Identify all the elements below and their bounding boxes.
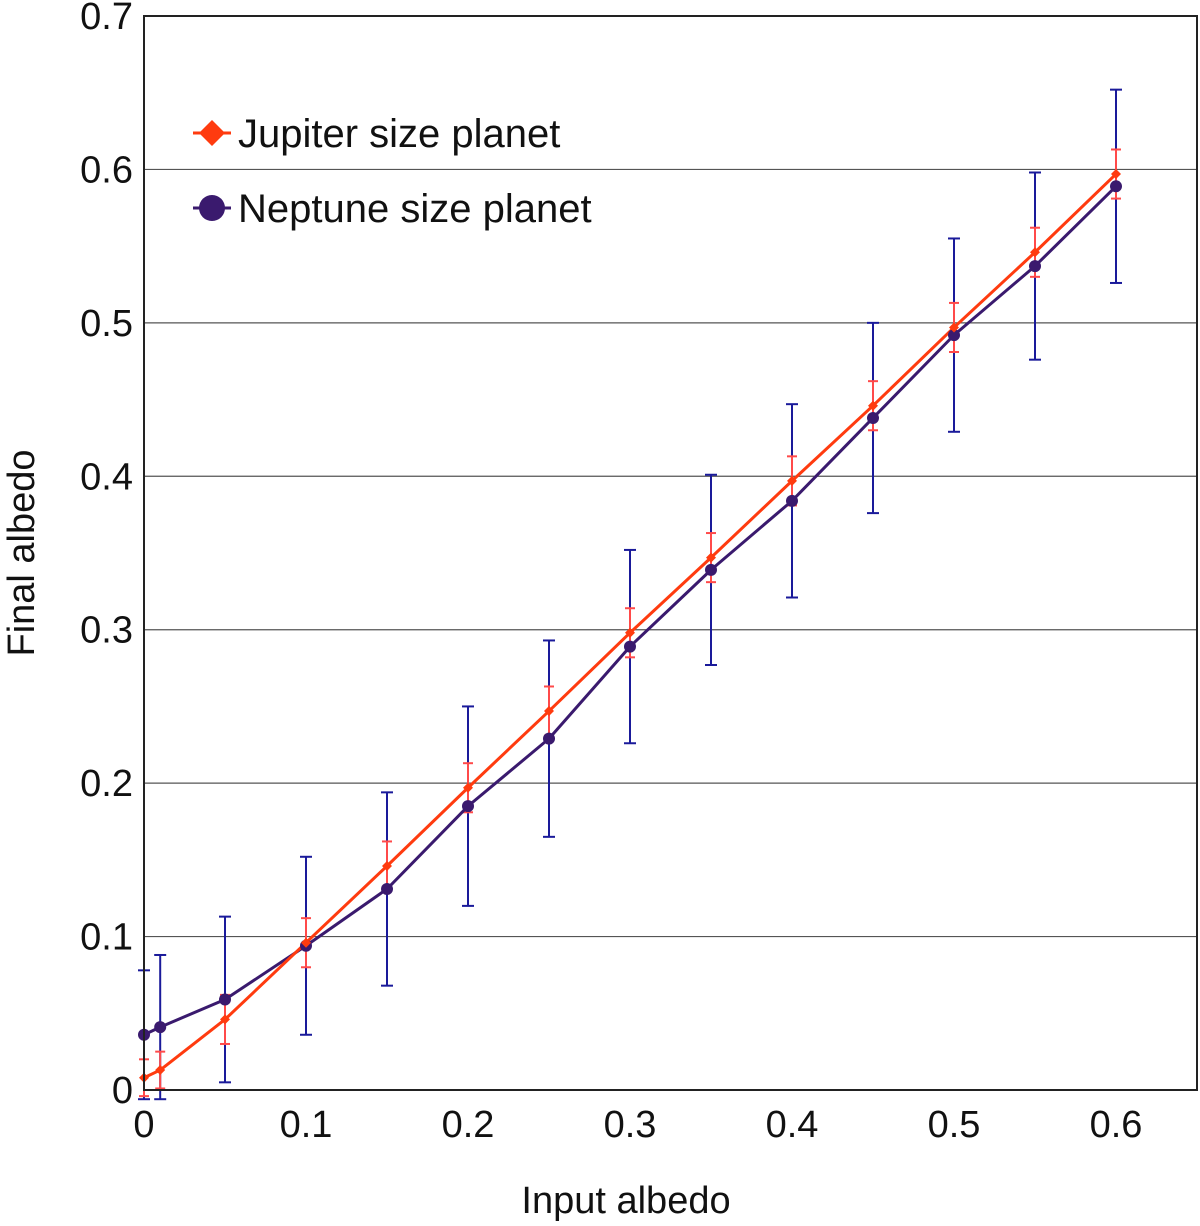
legend-circle-icon <box>199 195 225 221</box>
data-point-jupiter <box>625 627 635 638</box>
error-bars <box>138 88 1122 1101</box>
y-tick-label: 0.5 <box>80 303 133 345</box>
data-point-jupiter <box>544 706 554 717</box>
data-point-jupiter <box>787 475 797 486</box>
series-markers <box>138 169 1122 1083</box>
data-point-neptune <box>1029 260 1041 273</box>
y-tick-label: 0.4 <box>80 456 133 498</box>
data-point-neptune <box>154 1021 167 1034</box>
x-axis-label: Input albedo <box>521 1180 730 1222</box>
y-tick-label: 0.7 <box>80 0 133 38</box>
legend: Jupiter size planet Neptune size planet <box>193 112 592 231</box>
data-point-neptune <box>786 494 798 507</box>
data-point-jupiter <box>463 782 473 793</box>
series-line-neptune <box>143 185 1118 1037</box>
plot-frame <box>143 15 1198 1091</box>
y-tick-labels: 0 0.1 0.2 0.3 0.4 0.5 0.6 0.7 <box>80 0 133 1112</box>
data-point-jupiter <box>868 400 878 411</box>
series-line-jupiter <box>143 172 1118 1080</box>
y-tick-label: 0.6 <box>80 149 133 191</box>
y-tick-label: 0.3 <box>80 610 133 652</box>
data-point-jupiter <box>220 1014 230 1025</box>
data-point-neptune <box>381 883 393 896</box>
x-tick-label: 0.3 <box>604 1104 657 1146</box>
data-point-jupiter <box>155 1065 166 1076</box>
x-tick-labels: 0 0.1 0.2 0.3 0.4 0.5 0.6 <box>133 1104 1142 1146</box>
legend-label-neptune: Neptune size planet <box>238 187 592 231</box>
data-point-neptune <box>543 732 555 745</box>
x-tick-label: 0.4 <box>766 1104 819 1146</box>
data-point-jupiter <box>1111 169 1121 180</box>
gridlines <box>144 168 1197 938</box>
data-point-neptune <box>705 563 717 576</box>
data-point-neptune <box>624 640 636 653</box>
x-tick-label: 0.1 <box>280 1104 333 1146</box>
y-tick-label: 0 <box>112 1070 133 1112</box>
data-point-neptune <box>219 993 231 1006</box>
y-tick-label: 0.2 <box>80 763 133 805</box>
data-point-neptune <box>867 411 879 424</box>
y-axis-label: Final albedo <box>1 449 43 656</box>
legend-diamond-icon <box>199 120 225 146</box>
legend-label-jupiter: Jupiter size planet <box>238 112 560 156</box>
series-lines <box>143 172 1118 1080</box>
y-tick-label: 0.1 <box>80 917 133 959</box>
x-tick-label: 0.6 <box>1090 1104 1143 1146</box>
x-tick-label: 0 <box>133 1104 154 1146</box>
data-point-neptune <box>948 329 960 342</box>
data-point-jupiter <box>301 937 311 948</box>
data-point-neptune <box>462 800 474 813</box>
data-point-jupiter <box>949 322 959 333</box>
x-tick-label: 0.5 <box>928 1104 981 1146</box>
data-point-jupiter <box>382 860 392 871</box>
data-point-neptune <box>1110 180 1122 193</box>
data-point-jupiter <box>1030 247 1040 258</box>
data-point-jupiter <box>706 552 716 563</box>
x-tick-label: 0.2 <box>442 1104 495 1146</box>
